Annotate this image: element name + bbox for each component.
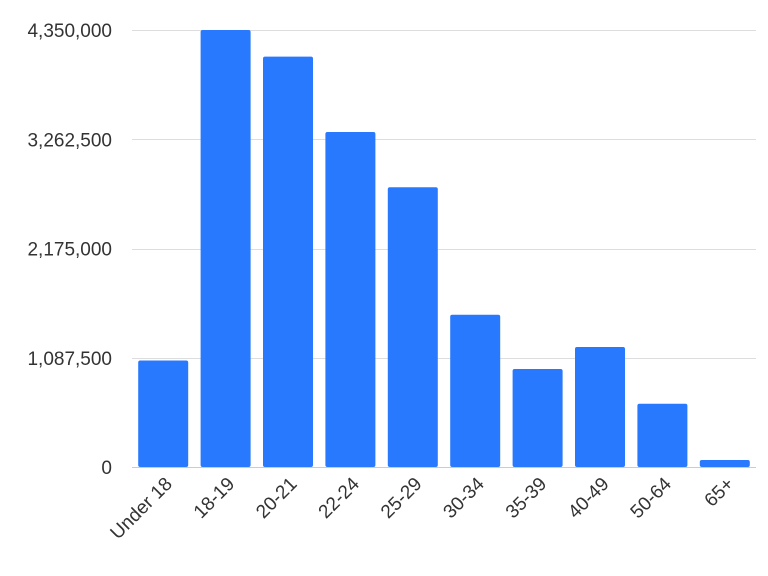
x-tick-label: 22-24 <box>315 473 365 523</box>
bar <box>138 360 189 467</box>
x-tick-label: Under 18 <box>107 474 177 544</box>
bar <box>387 187 438 467</box>
y-tick-label: 0 <box>101 458 112 479</box>
x-axis-tick-labels: Under 18 18-19 20-21 22-24 25-29 30-34 35-39 40… <box>107 473 739 543</box>
x-tick-label: 30-34 <box>440 473 490 523</box>
bar <box>450 314 501 467</box>
x-tick-label: 40-49 <box>564 474 613 523</box>
bar <box>263 56 313 468</box>
y-axis-tick-labels: 0 1,087,500 2,175,000 3,262,500 4,350,000 <box>27 21 112 479</box>
bar <box>325 131 376 467</box>
bar <box>575 346 625 467</box>
y-tick-label: 2,175,000 <box>27 240 112 261</box>
y-tick-label: 4,350,000 <box>27 21 112 42</box>
x-tick-label: 18-19 <box>190 474 239 523</box>
y-tick-label: 1,087,500 <box>27 349 112 370</box>
x-tick-label: 20-21 <box>252 474 301 523</box>
x-tick-label: 50-64 <box>627 473 677 523</box>
bar <box>637 403 688 467</box>
y-tick-label: 3,262,500 <box>27 130 112 151</box>
bars <box>138 30 750 468</box>
x-tick-label: 65+ <box>701 474 739 512</box>
x-tick-label: 35-39 <box>502 474 551 523</box>
bar <box>699 459 750 467</box>
bar <box>200 30 251 467</box>
x-tick-label: 25-29 <box>377 474 426 523</box>
bar <box>512 369 563 467</box>
